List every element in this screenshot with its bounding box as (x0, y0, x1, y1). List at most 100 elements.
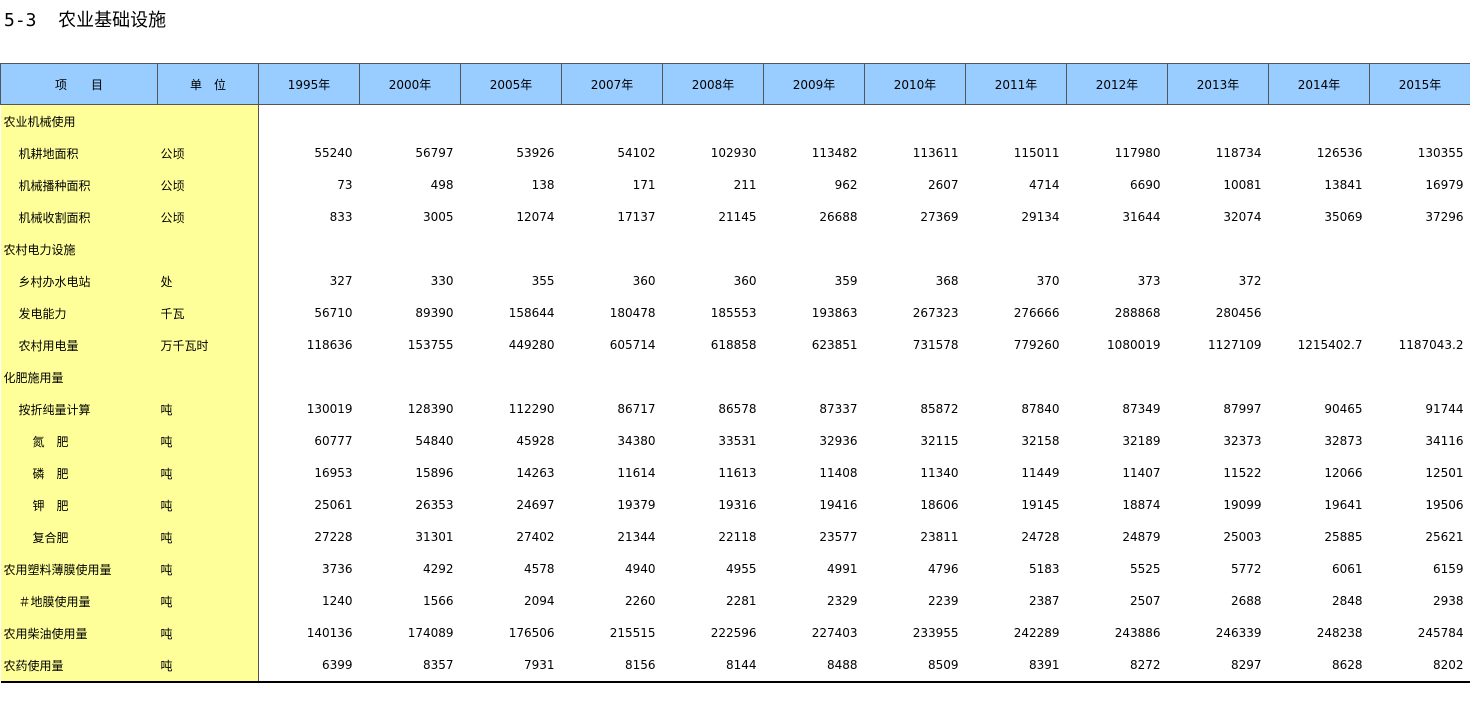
value-cell: 25885 (1324, 530, 1363, 544)
value-cell (1067, 105, 1168, 138)
value-cell (1269, 361, 1370, 393)
value-cell: 2281 (725, 594, 757, 608)
value-cell: 86578 (718, 402, 757, 416)
value-cell: 25061 (314, 498, 353, 512)
value-cell: 118636 (306, 338, 353, 352)
row-label: 农村电力设施 (0, 233, 158, 265)
value-cell: 11449 (1021, 466, 1060, 480)
value-cell: 73 (337, 178, 353, 192)
value-cell: 86717 (617, 402, 656, 416)
value-cell: 3005 (422, 210, 454, 224)
value-cell: 56797 (415, 146, 454, 160)
value-cell: 731578 (912, 338, 959, 352)
value-cell: 34116 (1425, 434, 1464, 448)
value-cell: 21344 (617, 530, 656, 544)
value-cell: 24728 (1021, 530, 1060, 544)
value-cell: 45928 (516, 434, 555, 448)
value-cell: 34380 (617, 434, 656, 448)
value-cell: 6061 (1331, 562, 1363, 576)
unit-cell: 吨 (157, 553, 259, 585)
column-header: 2008年 (662, 63, 764, 105)
value-cell: 618858 (710, 338, 757, 352)
table-row: 乡村办水电站处 327 330 355 360 360 359 368 370 373 372 (0, 265, 1470, 297)
value-cell: 29134 (1021, 210, 1060, 224)
value-cell: 19506 (1425, 498, 1464, 512)
value-cell: 373 (1137, 274, 1161, 288)
value-cell: 117980 (1114, 146, 1161, 160)
value-cell: 1080019 (1107, 338, 1161, 352)
unit-cell: 处 (157, 265, 259, 297)
value-cell: 330 (430, 274, 454, 288)
column-header: 2009年 (763, 63, 865, 105)
value-cell: 8488 (763, 649, 865, 683)
value-cell: 6690 (1129, 178, 1161, 192)
value-cell: 605714 (609, 338, 656, 352)
value-cell: 4796 (927, 562, 959, 576)
value-cell: 102930 (710, 146, 757, 160)
value-cell: 370 (1036, 274, 1060, 288)
value-cell (562, 233, 663, 265)
value-cell: 14263 (516, 466, 555, 480)
value-cell: 12066 (1324, 466, 1363, 480)
column-header: 2013年 (1167, 63, 1269, 105)
value-cell: 24879 (1122, 530, 1161, 544)
unit-cell: 吨 (157, 393, 259, 425)
column-header: 单 位 (157, 63, 259, 105)
value-cell: 368 (935, 274, 959, 288)
value-cell (1370, 361, 1470, 393)
value-cell (259, 233, 360, 265)
value-cell: 327 (329, 274, 353, 288)
value-cell: 8628 (1268, 649, 1370, 683)
value-cell: 4991 (826, 562, 858, 576)
value-cell: 32373 (1223, 434, 1262, 448)
value-cell: 128390 (407, 402, 454, 416)
value-cell: 6159 (1432, 562, 1464, 576)
value-cell: 779260 (1013, 338, 1060, 352)
value-cell: 35069 (1324, 210, 1363, 224)
row-label: 机耕地面积 (0, 137, 158, 169)
value-cell: 91744 (1425, 402, 1464, 416)
value-cell (562, 361, 663, 393)
value-cell: 87337 (819, 402, 858, 416)
value-cell: 27402 (516, 530, 555, 544)
value-cell (1067, 361, 1168, 393)
value-cell: 498 (430, 178, 454, 192)
value-cell: 5525 (1129, 562, 1161, 576)
value-cell: 89390 (415, 306, 454, 320)
value-cell (865, 233, 966, 265)
value-cell: 276666 (1013, 306, 1060, 320)
column-header: 2005年 (460, 63, 562, 105)
value-cell (1067, 233, 1168, 265)
value-cell (1269, 105, 1370, 138)
value-cell: 15896 (415, 466, 454, 480)
row-label: 农村用电量 (0, 329, 158, 361)
value-cell: 32158 (1021, 434, 1060, 448)
value-cell: 56710 (314, 306, 353, 320)
value-cell: 32873 (1324, 434, 1363, 448)
value-cell: 158644 (508, 306, 555, 320)
value-cell: 18874 (1122, 498, 1161, 512)
value-cell: 37296 (1425, 210, 1464, 224)
header-row: 项 目单 位 1995年 2000年 2005年 2007年 2008年 2009年 2010… (0, 63, 1470, 105)
unit-cell: 公顷 (157, 169, 259, 201)
value-cell: 449280 (508, 338, 555, 352)
value-cell: 248238 (1316, 626, 1363, 640)
value-cell: 112290 (508, 402, 555, 416)
value-cell: 23577 (819, 530, 858, 544)
table-row: 农业机械使用 (0, 104, 1470, 138)
table-row: 化肥施用量 (0, 361, 1470, 393)
value-cell (1269, 265, 1370, 297)
table-row: 钾 肥吨 25061 26353 24697 19379 19316 19416 18606 1… (0, 489, 1470, 521)
value-cell: 31301 (415, 530, 454, 544)
value-cell: 19316 (718, 498, 757, 512)
value-cell (663, 233, 764, 265)
value-cell: 32115 (920, 434, 959, 448)
value-cell (764, 361, 865, 393)
column-header: 项 目 (0, 63, 158, 105)
value-cell (360, 233, 461, 265)
row-label: 钾 肥 (0, 489, 158, 521)
value-cell: 130019 (306, 402, 353, 416)
value-cell: 55240 (314, 146, 353, 160)
value-cell: 25621 (1425, 530, 1464, 544)
value-cell: 5772 (1230, 562, 1262, 576)
